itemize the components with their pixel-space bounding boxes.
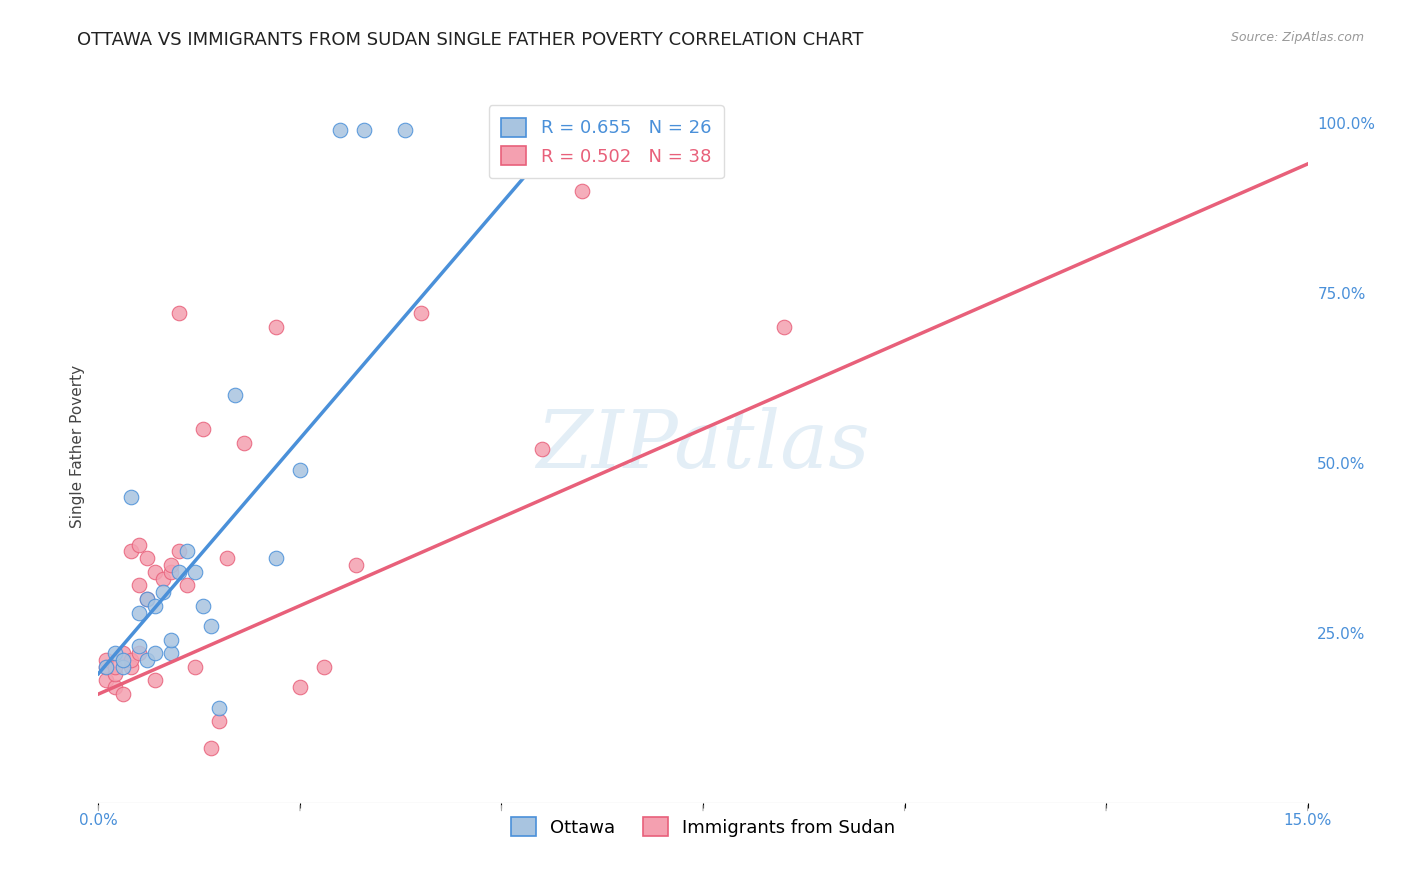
Point xyxy=(200,619,222,633)
Point xyxy=(184,565,207,579)
Text: OTTAWA VS IMMIGRANTS FROM SUDAN SINGLE FATHER POVERTY CORRELATION CHART: OTTAWA VS IMMIGRANTS FROM SUDAN SINGLE F… xyxy=(77,31,863,49)
Point xyxy=(135,591,157,606)
Point xyxy=(120,653,142,667)
Point xyxy=(571,184,593,198)
Point xyxy=(103,680,125,694)
Point xyxy=(217,551,239,566)
Legend: Ottawa, Immigrants from Sudan: Ottawa, Immigrants from Sudan xyxy=(503,810,903,844)
Point xyxy=(135,551,157,566)
Point xyxy=(232,435,254,450)
Point xyxy=(128,606,150,620)
Point xyxy=(128,646,150,660)
Point xyxy=(160,558,183,572)
Point xyxy=(176,544,198,558)
Point xyxy=(208,714,231,729)
Text: ZIPatlas: ZIPatlas xyxy=(536,408,870,484)
Y-axis label: Single Father Poverty: Single Father Poverty xyxy=(69,365,84,527)
Point xyxy=(143,646,166,660)
Point xyxy=(96,660,118,674)
Point xyxy=(96,673,118,688)
Point xyxy=(160,565,183,579)
Point xyxy=(314,660,336,674)
Point xyxy=(135,653,157,667)
Point xyxy=(344,558,367,572)
Point xyxy=(120,660,142,674)
Point xyxy=(224,388,246,402)
Point xyxy=(111,653,134,667)
Point xyxy=(772,320,794,334)
Point xyxy=(103,646,125,660)
Point xyxy=(193,599,215,613)
Text: Source: ZipAtlas.com: Source: ZipAtlas.com xyxy=(1230,31,1364,45)
Point xyxy=(160,646,183,660)
Point xyxy=(111,660,134,674)
Point xyxy=(208,700,231,714)
Point xyxy=(288,463,311,477)
Point xyxy=(103,666,125,681)
Point xyxy=(143,565,166,579)
Point xyxy=(409,306,432,320)
Point xyxy=(103,660,125,674)
Point xyxy=(111,646,134,660)
Point xyxy=(264,320,287,334)
Point xyxy=(143,673,166,688)
Point xyxy=(329,123,352,137)
Point xyxy=(193,422,215,436)
Point xyxy=(184,660,207,674)
Point xyxy=(353,123,375,137)
Point xyxy=(176,578,198,592)
Point xyxy=(167,544,190,558)
Point xyxy=(264,551,287,566)
Point xyxy=(128,537,150,551)
Point xyxy=(394,123,416,137)
Point xyxy=(120,544,142,558)
Point xyxy=(152,572,174,586)
Point xyxy=(96,653,118,667)
Point xyxy=(143,599,166,613)
Point xyxy=(288,680,311,694)
Point xyxy=(96,660,118,674)
Point xyxy=(200,741,222,756)
Point xyxy=(128,640,150,654)
Point xyxy=(111,687,134,701)
Point xyxy=(128,578,150,592)
Point xyxy=(167,565,190,579)
Point xyxy=(160,632,183,647)
Point xyxy=(530,442,553,457)
Point xyxy=(135,591,157,606)
Point xyxy=(167,306,190,320)
Point xyxy=(120,490,142,504)
Point xyxy=(152,585,174,599)
